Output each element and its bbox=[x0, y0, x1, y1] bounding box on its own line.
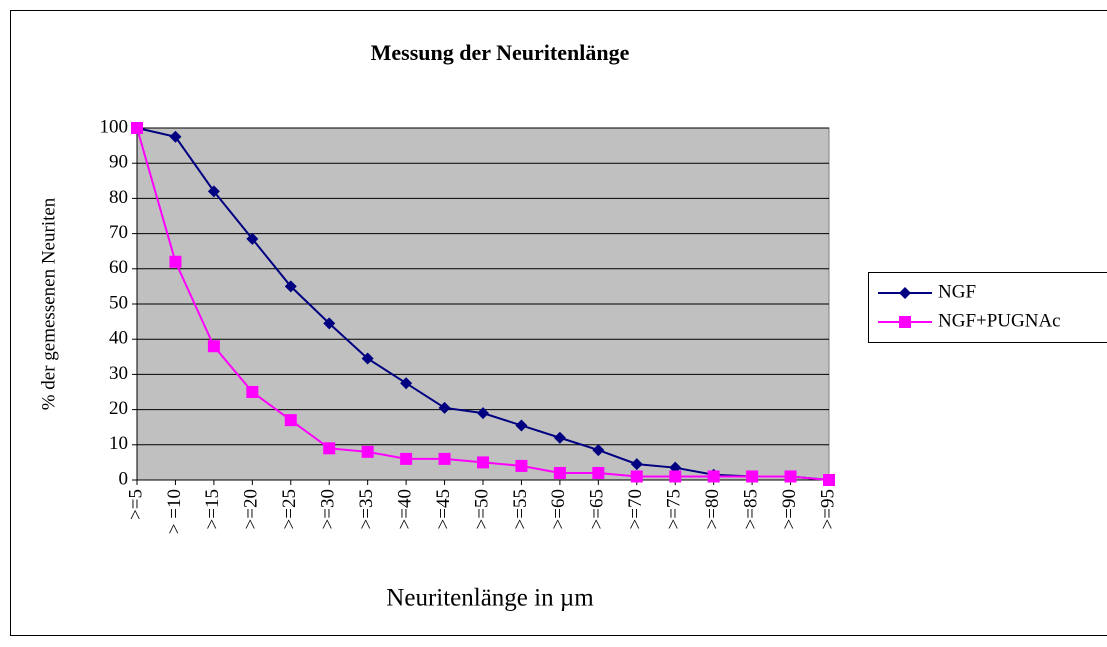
marker bbox=[477, 456, 489, 468]
x-tick-label: >=40 bbox=[394, 489, 415, 529]
x-tick-label: >=80 bbox=[702, 489, 723, 529]
marker bbox=[554, 467, 566, 479]
x-axis-label: Neuritenlänge in µm bbox=[386, 585, 594, 612]
y-tick-label: 70 bbox=[109, 222, 128, 243]
marker bbox=[592, 467, 604, 479]
y-tick-label: 50 bbox=[109, 292, 128, 313]
x-tick-label: >=25 bbox=[279, 489, 300, 529]
marker bbox=[823, 474, 835, 486]
marker bbox=[131, 122, 143, 134]
marker bbox=[169, 256, 181, 268]
y-tick-label: 0 bbox=[119, 468, 129, 489]
x-tick-label: > =10 bbox=[164, 489, 185, 534]
marker bbox=[631, 470, 643, 482]
y-axis-label: % der gemessenen Neuriten bbox=[38, 197, 59, 410]
x-tick-label: >=95 bbox=[817, 489, 838, 529]
y-tick-label: 10 bbox=[109, 433, 128, 454]
legend-label: NGF bbox=[938, 281, 976, 302]
y-tick-label: 20 bbox=[109, 398, 128, 419]
marker bbox=[323, 442, 335, 454]
legend-label: NGF+PUGNAc bbox=[938, 310, 1061, 331]
x-tick-label: >=20 bbox=[241, 489, 262, 529]
x-tick-label: >=55 bbox=[510, 489, 531, 529]
y-tick-label: 60 bbox=[109, 257, 128, 278]
marker bbox=[708, 470, 720, 482]
x-tick-label: >=70 bbox=[625, 489, 646, 529]
marker bbox=[208, 340, 220, 352]
x-tick-label: >=5 bbox=[125, 489, 146, 520]
x-tick-label: >=15 bbox=[202, 489, 223, 529]
marker bbox=[246, 386, 258, 398]
marker bbox=[746, 470, 758, 482]
marker bbox=[899, 316, 911, 328]
chart-title: Messung der Neuritenlänge bbox=[371, 40, 630, 65]
marker bbox=[669, 470, 681, 482]
x-tick-label: >=85 bbox=[740, 489, 761, 529]
y-tick-label: 80 bbox=[109, 187, 128, 208]
x-tick-label: >=45 bbox=[433, 489, 454, 529]
marker bbox=[515, 460, 527, 472]
x-tick-label: >=75 bbox=[664, 489, 685, 529]
y-tick-label: 90 bbox=[109, 152, 128, 173]
marker bbox=[400, 453, 412, 465]
x-tick-label: >=35 bbox=[356, 489, 377, 529]
x-tick-label: >=30 bbox=[318, 489, 339, 529]
x-tick-label: >=60 bbox=[548, 489, 569, 529]
marker bbox=[439, 453, 451, 465]
legend-box bbox=[869, 273, 1107, 343]
marker bbox=[785, 470, 797, 482]
x-tick-label: >=90 bbox=[779, 489, 800, 529]
x-tick-label: >=65 bbox=[587, 489, 608, 529]
x-tick-label: >=50 bbox=[471, 489, 492, 529]
y-tick-label: 40 bbox=[109, 328, 128, 349]
y-tick-label: 30 bbox=[109, 363, 128, 384]
marker bbox=[362, 446, 374, 458]
marker bbox=[285, 414, 297, 426]
y-tick-label: 100 bbox=[100, 116, 129, 137]
